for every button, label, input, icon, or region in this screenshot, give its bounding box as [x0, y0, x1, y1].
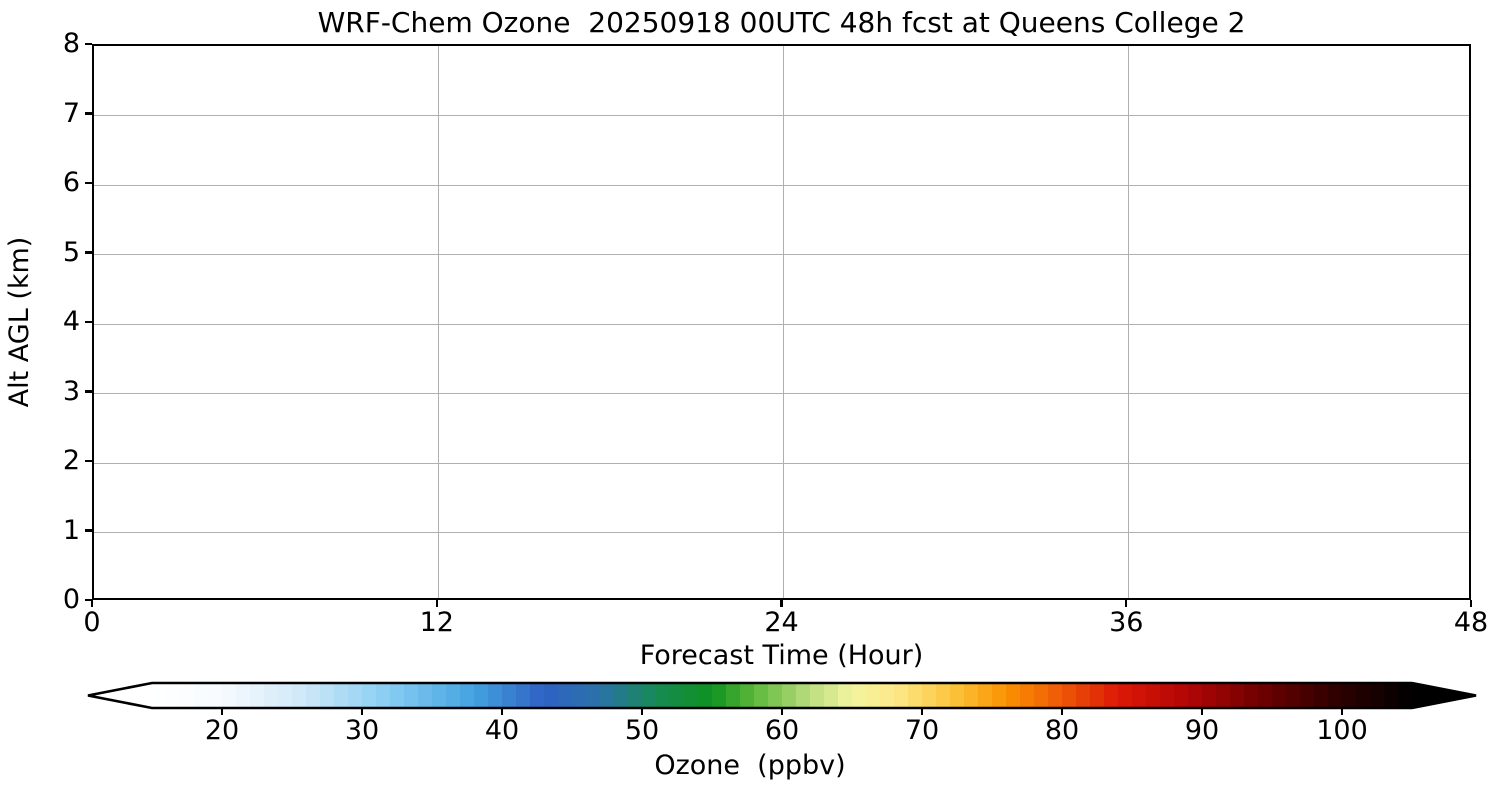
colorbar[interactable]: 20 30 40 50 60 70 80 90 100 Ozone (ppbv)	[0, 670, 1500, 800]
gridline-vertical	[1127, 46, 1129, 598]
colorbar-tick-mark	[220, 708, 224, 715]
x-tick-mark	[90, 600, 94, 607]
y-axis-label: Alt AGL (km)	[4, 236, 35, 408]
colorbar-tick-mark	[920, 708, 924, 715]
y-tick-mark	[85, 529, 92, 532]
x-tick-label: 12	[419, 607, 454, 638]
x-tick-label: 48	[1453, 607, 1489, 638]
gridline-horizontal	[94, 254, 1469, 255]
gridline-horizontal	[94, 532, 1469, 533]
y-tick-mark	[85, 320, 92, 324]
y-tick-mark	[85, 181, 92, 185]
colorbar-tick-mark	[1060, 708, 1064, 715]
gridline-vertical	[438, 46, 440, 598]
colorbar-tick-mark	[640, 708, 644, 715]
gridline-horizontal	[94, 115, 1469, 116]
colorbar-tick-mark	[780, 708, 784, 715]
gridline-vertical	[783, 46, 784, 598]
chart-title: WRF-Chem Ozone 20250918 00UTC 48h fcst a…	[317, 6, 1246, 39]
y-tick-mark	[85, 598, 92, 602]
x-tick-mark	[435, 600, 438, 607]
colorbar-tick-label: 70	[904, 715, 940, 746]
y-tick-labels: 0 1 2 3 4 5 6 7 8	[0, 30, 92, 613]
colorbar-tick-label: 40	[484, 715, 520, 746]
y-tick-label: 1	[62, 514, 80, 546]
y-tick-label: 8	[62, 28, 80, 59]
y-tick-label: 5	[62, 236, 80, 268]
y-tick-label: 7	[62, 97, 80, 129]
y-tick-mark	[85, 251, 92, 254]
gridline-horizontal	[94, 393, 1469, 394]
gridline-horizontal	[94, 184, 1469, 186]
plot-area[interactable]	[92, 44, 1471, 600]
colorbar-tick-mark	[500, 708, 504, 715]
y-tick-label: 3	[62, 375, 80, 407]
colorbar-tick-mark	[1200, 708, 1204, 715]
colorbar-gradient	[87, 681, 1477, 710]
x-tick-labels: 0 12 24 36 48	[0, 609, 1500, 649]
y-tick-mark	[85, 42, 92, 46]
x-axis-label: Forecast Time (Hour)	[639, 640, 924, 671]
x-tick-mark	[1469, 600, 1473, 607]
y-tick-label: 4	[62, 306, 80, 337]
colorbar-tick-labels: 20 30 40 50 60 70 80 90 100	[0, 716, 1500, 752]
colorbar-tick-label: 90	[1184, 715, 1220, 746]
colorbar-tick-label: 60	[764, 715, 800, 746]
colorbar-tick-mark	[1340, 708, 1344, 715]
colorbar-tick-label: 20	[204, 715, 240, 746]
y-tick-label: 6	[62, 167, 80, 198]
colorbar-tick-label: 50	[624, 715, 660, 746]
colorbar-tick-label: 30	[344, 715, 380, 746]
y-tick-label: 0	[62, 584, 80, 615]
x-tick-label: 24	[764, 607, 799, 638]
x-tick-mark	[1125, 600, 1128, 607]
colorbar-tick-label: 80	[1044, 715, 1080, 746]
gridline-horizontal	[94, 323, 1469, 325]
colorbar-tick-mark	[360, 708, 364, 715]
y-tick-mark	[85, 459, 92, 463]
x-tick-label: 0	[83, 607, 101, 638]
x-tick-label: 36	[1109, 607, 1144, 638]
gridlines	[94, 46, 1469, 598]
y-tick-mark	[85, 390, 92, 393]
gridline-horizontal	[94, 462, 1469, 464]
x-tick-mark	[780, 600, 783, 607]
y-tick-mark	[85, 112, 92, 115]
colorbar-tick-label: 100	[1316, 715, 1368, 746]
y-tick-label: 2	[62, 445, 80, 476]
colorbar-label: Ozone (ppbv)	[654, 750, 846, 781]
